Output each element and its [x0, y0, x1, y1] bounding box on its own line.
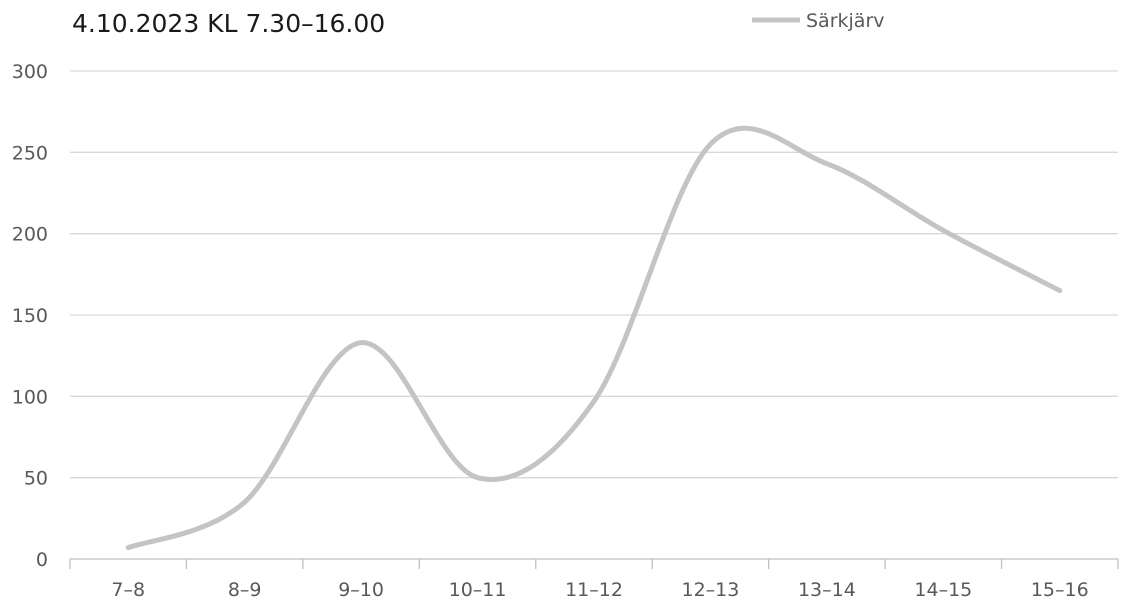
y-tick-label: 100 — [12, 386, 48, 408]
y-axis: 0 50 100 150 200 250 300 — [12, 61, 48, 571]
y-tick-label: 200 — [12, 224, 48, 246]
legend-label: Särkjärv — [806, 10, 885, 32]
series-lines — [125, 125, 1063, 551]
y-tick-label: 300 — [12, 61, 48, 83]
x-tick-label: 7–8 — [111, 579, 145, 601]
x-tick-label: 11–12 — [565, 579, 623, 601]
y-tick-label: 50 — [24, 468, 48, 490]
y-tick-label: 250 — [12, 142, 48, 164]
chart-title: 4.10.2023 KL 7.30–16.00 — [72, 9, 385, 38]
x-tick-label: 15–16 — [1031, 579, 1089, 601]
grid-lines — [70, 70, 1118, 479]
x-tick-label: 8–9 — [228, 579, 262, 601]
x-tick-label: 12–13 — [682, 579, 740, 601]
x-tick-label: 13–14 — [798, 579, 856, 601]
y-tick-label: 150 — [12, 305, 48, 327]
x-axis-labels: 7–8 8–9 9–10 10–11 11–12 12–13 13–14 14–15 15–16 — [111, 579, 1088, 601]
y-tick-label: 0 — [36, 549, 48, 571]
x-tick-label: 9–10 — [338, 579, 384, 601]
series-line — [125, 125, 1063, 551]
x-tick-label: 14–15 — [914, 579, 972, 601]
x-axis — [69, 558, 1119, 569]
legend: Särkjärv — [752, 10, 885, 32]
x-tick-label: 10–11 — [449, 579, 507, 601]
